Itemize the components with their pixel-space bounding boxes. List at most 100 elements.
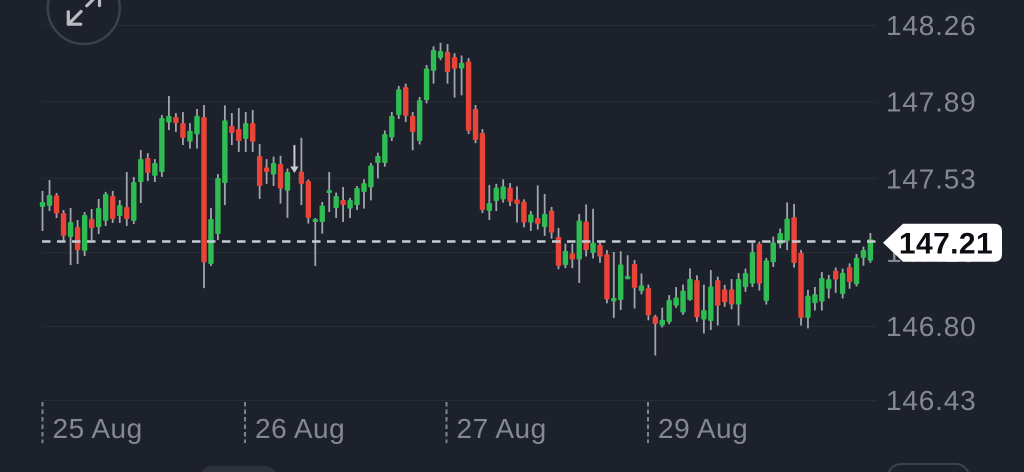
candle-body-up [187, 130, 193, 142]
candle-body-up [117, 205, 123, 216]
candle-body-up [81, 214, 88, 251]
x-axis-label-25-aug: 25 Aug [53, 413, 143, 444]
down-arrow-marker-head [290, 166, 299, 174]
current-price-tag [883, 223, 1002, 262]
expand-button[interactable] [46, 0, 121, 46]
candle-body-up [611, 297, 617, 302]
bottom-pill-button[interactable] [200, 466, 277, 472]
x-axis-label-26-aug: 26 Aug [255, 413, 345, 444]
x-axis-label-29-aug: 29 Aug [658, 413, 748, 444]
candle-body-down [403, 86, 409, 116]
candle-body-down [645, 288, 652, 316]
candle-body-up [812, 294, 818, 304]
candle-body-up [659, 319, 665, 326]
candle-body-up [666, 300, 672, 323]
candle-body-up [389, 115, 395, 138]
candle-body-down [555, 236, 562, 266]
candle-body-down [548, 210, 555, 233]
candle-body-down [451, 56, 458, 69]
candle-body-down [631, 264, 638, 288]
candle-body-down [263, 167, 270, 173]
candle-body-up [382, 133, 388, 163]
x-axis-label-27-aug: 27 Aug [457, 413, 547, 444]
expand-arrow-up-right-icon [85, 0, 102, 8]
candle-body-up [493, 187, 499, 201]
y-axis-label-1: 148.26 [886, 10, 976, 41]
candle-body-down [145, 158, 151, 174]
candle-body-up [333, 196, 339, 208]
candle-body-up [638, 285, 645, 292]
candle-body-up [853, 257, 860, 285]
candle-body-down [409, 115, 416, 132]
candle-body-up [618, 264, 624, 301]
candle-body-up [590, 242, 596, 253]
expand-arrow-down-left-icon [66, 9, 83, 26]
candle-body-up [67, 221, 74, 237]
candle-body-up [368, 165, 374, 188]
candle-body-up [805, 295, 811, 318]
candle-body-up [152, 162, 158, 176]
y-axis-label-3: 147.53 [886, 163, 976, 194]
candle-body-down [756, 243, 763, 284]
candle-body-down [728, 289, 735, 305]
candle-body-up [347, 199, 353, 209]
candle-body-up [673, 297, 679, 306]
candle-body-down [535, 218, 541, 224]
candle-body-up [486, 203, 493, 212]
candle-body-down [444, 52, 451, 72]
candle-body-down [305, 181, 312, 219]
candle-body-down [340, 199, 346, 206]
candle-body-up [430, 49, 437, 71]
candle-body-up [826, 279, 832, 289]
candle-body-down [249, 123, 256, 142]
candle-body-up [159, 117, 165, 173]
candle-body-up [416, 100, 423, 141]
candle-body-up [770, 242, 776, 263]
y-axis-label-2: 147.89 [886, 86, 976, 117]
candle-body-up [326, 190, 332, 193]
candle-body-up [270, 162, 277, 175]
candle-body-up [215, 177, 221, 235]
candle-body-down [236, 129, 242, 141]
candle-body-up [680, 290, 686, 313]
candle-body-down [715, 280, 721, 306]
candle-body-up [95, 207, 102, 228]
candle-body-up [138, 159, 144, 183]
axis-labels-layer: 148.26 147.89 147.53 146.80 146.43 25 Au… [53, 10, 993, 444]
candle-body-down [277, 163, 284, 189]
candle-body-down [721, 289, 728, 303]
candle-body-up [319, 205, 325, 222]
candle-body-up [222, 120, 228, 184]
candle-body-up [867, 239, 874, 261]
candle-body-up [396, 89, 402, 116]
candle-body-up [749, 252, 756, 284]
candle-body-down [110, 196, 116, 220]
candle-body-up [860, 250, 867, 258]
candle-body-down [88, 219, 95, 229]
candle-body-up [624, 275, 631, 280]
candle-body-up [284, 172, 291, 191]
candle-body-down [846, 267, 853, 282]
candle-body-down [514, 199, 520, 205]
candle-body-up [312, 219, 318, 222]
candle-body-up [194, 115, 200, 135]
candle-body-up [735, 279, 742, 305]
candle-body-down [201, 116, 207, 263]
candle-body-down [472, 108, 479, 140]
bottom-outline-button[interactable] [887, 463, 970, 472]
candle-body-down [791, 217, 797, 264]
candle-body-up [39, 202, 46, 207]
candle-body-up [819, 278, 825, 302]
candle-body-down [694, 280, 700, 318]
candle-body-up [562, 250, 569, 266]
candle-body-down [833, 270, 839, 280]
candle-body-up [839, 272, 846, 295]
candle-body-up [742, 273, 749, 288]
current-price-tag-label: 147.21 [899, 228, 993, 261]
candle-body-down [74, 227, 81, 251]
candle-body-up [541, 213, 548, 228]
candle-body-up [102, 193, 109, 221]
candle-body-down [507, 187, 513, 202]
candle-body-up [784, 218, 790, 241]
